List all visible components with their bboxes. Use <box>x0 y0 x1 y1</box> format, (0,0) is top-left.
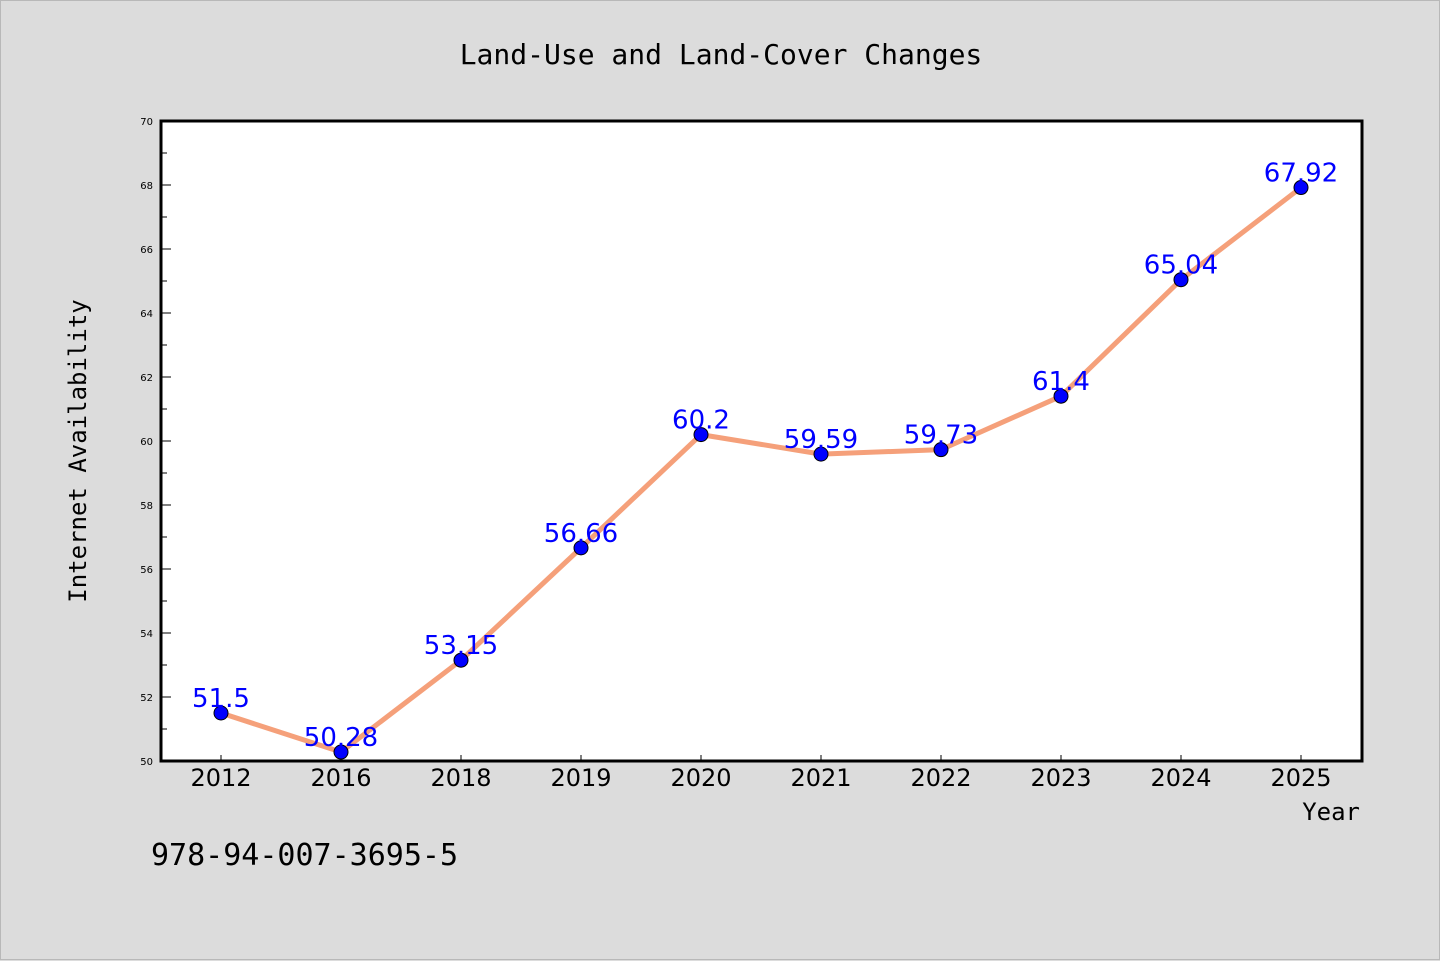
data-label: 67.92 <box>1264 159 1338 189</box>
y-tick-label: 68 <box>140 181 153 192</box>
x-tick-label: 2012 <box>190 764 251 792</box>
y-tick-label: 56 <box>140 565 153 576</box>
chart-title: Land-Use and Land-Cover Changes <box>460 38 983 71</box>
data-label: 59.59 <box>784 425 858 455</box>
x-tick-label: 2020 <box>670 764 731 792</box>
y-tick-label: 62 <box>140 373 153 384</box>
y-axis-label: Internet Availability <box>64 299 92 602</box>
y-tick-label: 54 <box>140 629 153 640</box>
y-axis: 50 52 54 56 58 60 62 64 66 68 70 <box>140 117 171 768</box>
y-tick-label: 64 <box>140 309 153 320</box>
data-label: 59.73 <box>904 421 978 451</box>
data-point <box>1053 388 1069 404</box>
data-point <box>1173 272 1189 288</box>
x-tick-label: 2024 <box>1150 764 1211 792</box>
data-labels: 51.5 50.28 53.15 56.66 60.2 59.59 59.73 61.4 65.… <box>192 159 1338 753</box>
data-label: 51.5 <box>192 684 250 714</box>
data-label: 61.4 <box>1032 367 1090 397</box>
x-tick-label: 2019 <box>550 764 611 792</box>
y-tick-label: 50 <box>140 757 153 768</box>
x-tick-label: 2016 <box>310 764 371 792</box>
x-axis-label: Year <box>1302 798 1360 826</box>
y-tick-label: 58 <box>140 501 153 512</box>
y-tick-label: 70 <box>140 117 153 128</box>
plot-area <box>159 119 1364 763</box>
x-tick-label: 2021 <box>790 764 851 792</box>
data-point <box>1293 180 1309 196</box>
x-tick-label: 2025 <box>1270 764 1331 792</box>
data-point <box>453 652 469 668</box>
isbn-text: 978-94-007-3695-5 <box>151 838 458 873</box>
data-label: 60.2 <box>672 406 730 436</box>
series-line <box>220 185 1303 755</box>
data-label: 56.66 <box>544 519 618 549</box>
data-point <box>933 442 949 458</box>
x-tick-label: 2022 <box>910 764 971 792</box>
data-point <box>573 540 589 556</box>
x-axis: 2012 2016 2018 2019 2020 2021 2022 2023 2024 2025 <box>190 755 1332 792</box>
data-markers <box>213 180 1309 760</box>
data-point <box>333 744 349 760</box>
data-point <box>693 427 709 443</box>
y-tick-label: 60 <box>140 437 153 448</box>
x-tick-label: 2023 <box>1030 764 1091 792</box>
data-label: 50.28 <box>304 723 378 753</box>
y-tick-label: 52 <box>140 693 153 704</box>
y-tick-label: 66 <box>140 245 153 256</box>
data-label: 53.15 <box>424 631 498 661</box>
data-point <box>813 446 829 462</box>
data-point <box>213 705 229 721</box>
x-tick-label: 2018 <box>430 764 491 792</box>
data-label: 65.04 <box>1144 251 1218 281</box>
